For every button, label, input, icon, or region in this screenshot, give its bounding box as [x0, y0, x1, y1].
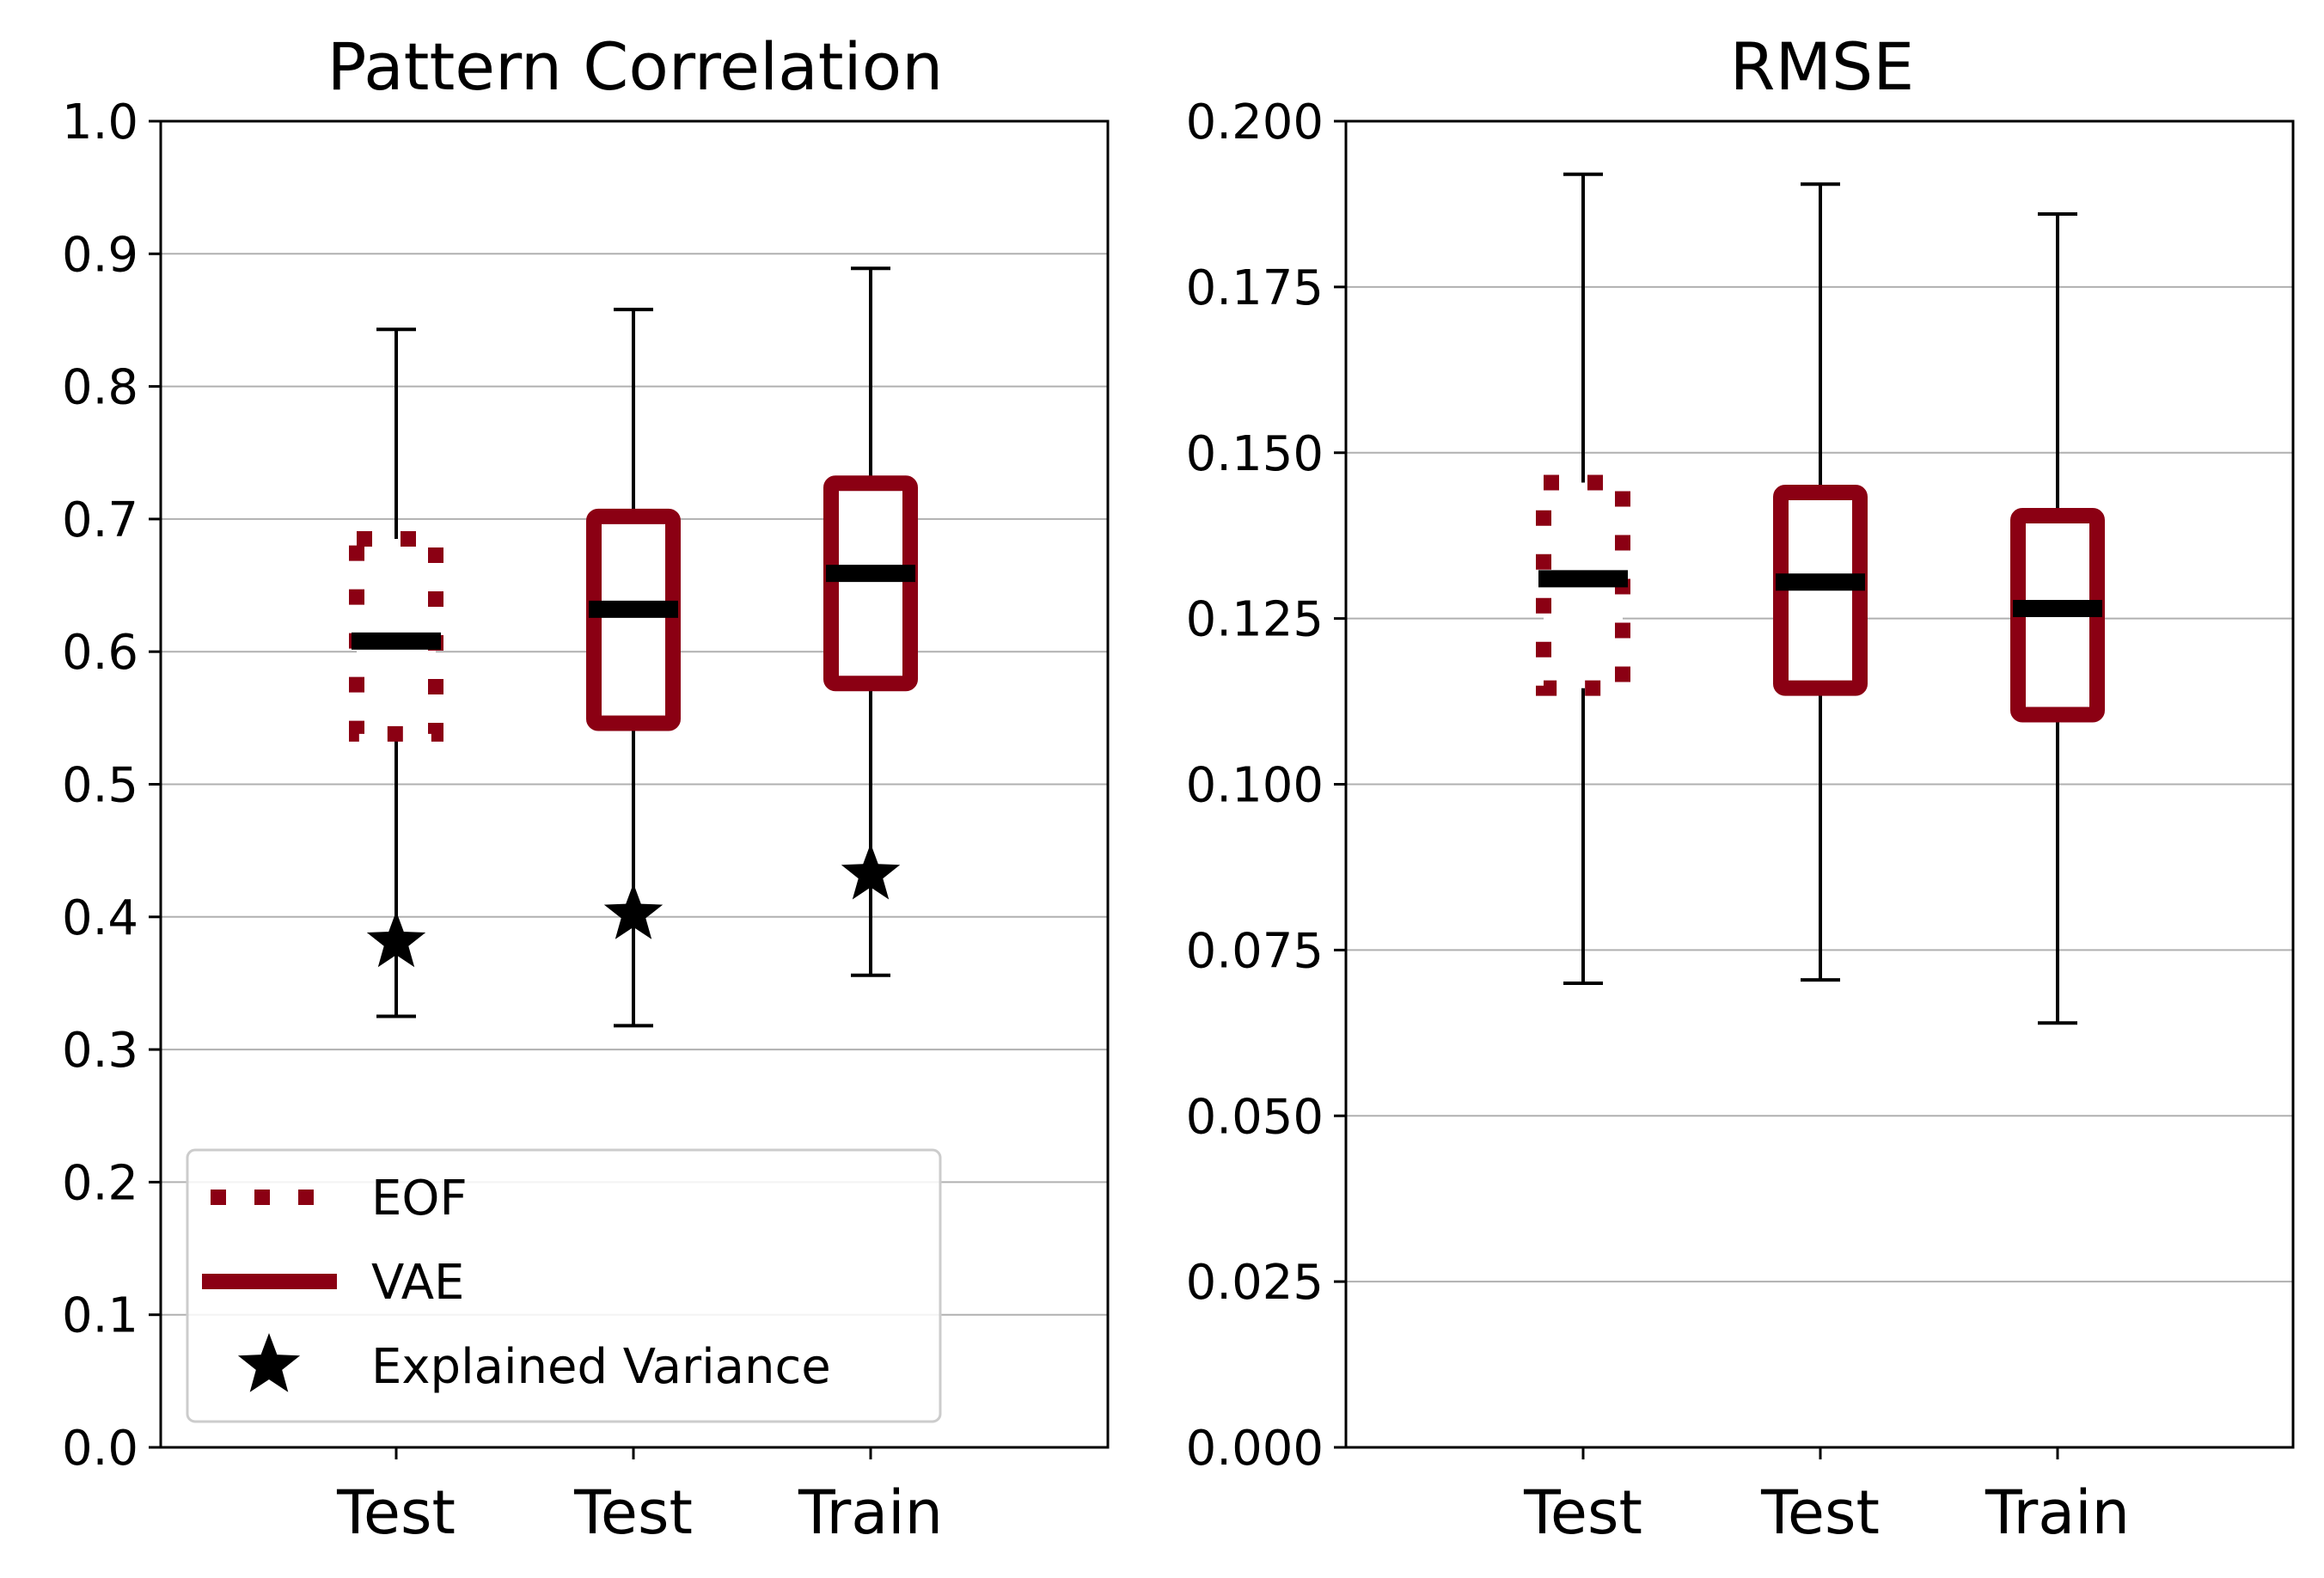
x-tick-label: Train — [798, 1477, 943, 1548]
pattern-correlation-panel: Pattern Correlation 0.00.10.20.30.40.50.… — [62, 28, 1110, 1548]
vae-box — [823, 475, 918, 692]
y-tick-label: 0.025 — [1186, 1255, 1324, 1311]
y-tick-label: 0.150 — [1186, 426, 1324, 482]
y-tick-label: 0.100 — [1186, 758, 1324, 814]
y-tick-label: 0.2 — [62, 1155, 138, 1211]
y-tick-label: 0.075 — [1186, 923, 1324, 979]
y-tick-label: 0.6 — [62, 625, 138, 681]
y-tick-label: 0.4 — [62, 890, 138, 946]
x-tick-label: Test — [1760, 1477, 1880, 1548]
y-tick-label: 0.000 — [1186, 1421, 1324, 1477]
legend-label: Explained Variance — [371, 1339, 831, 1395]
legend-box — [186, 1148, 942, 1423]
legend: EOF VAE Explained Variance — [186, 1148, 942, 1423]
axes: 0.000 0.025 0.050 0.075 0.100 0.125 0.150 0.175… — [1186, 95, 2295, 1548]
y-tick-label: 0.200 — [1186, 95, 1324, 150]
chart-title: RMSE — [1730, 28, 1915, 105]
y-tick-label: 1.0 — [62, 95, 138, 150]
x-tick-label: Test — [573, 1477, 693, 1548]
y-tick-label: 0.050 — [1186, 1089, 1324, 1145]
y-tick-label: 0.1 — [62, 1288, 138, 1344]
x-tick-label: Test — [1523, 1477, 1642, 1548]
explained-variance-star — [366, 911, 426, 968]
y-tick-label: 0.7 — [62, 492, 138, 548]
legend-label: EOF — [371, 1171, 468, 1226]
y-tick-label: 0.5 — [62, 758, 138, 814]
box-plots — [1536, 172, 2105, 1025]
y-tick-label: 0.0 — [62, 1421, 138, 1477]
explained-variance-star — [841, 843, 901, 900]
chart-title: Pattern Correlation — [327, 28, 944, 105]
y-tick-label: 0.3 — [62, 1023, 138, 1079]
explained-variance-star — [603, 883, 664, 939]
legend-label: VAE — [371, 1255, 464, 1311]
vae-box — [586, 508, 681, 731]
y-tick-label: 0.125 — [1186, 592, 1324, 648]
y-tick-label: 0.9 — [62, 227, 138, 283]
x-tick-label: Test — [336, 1477, 456, 1548]
rmse-panel: RMSE 0.000 0.025 0.050 0.075 0.100 0.125 0.150… — [1186, 28, 2295, 1548]
box-plots — [349, 266, 918, 1028]
legend-star-swatch — [237, 1333, 301, 1392]
x-tick-label: Train — [1985, 1477, 2130, 1548]
y-tick-label: 0.175 — [1186, 260, 1324, 316]
y-tick-label: 0.8 — [62, 360, 138, 416]
axes: 0.0 0.1 0.2 0.3 0.4 0.5 0.6 0.7 0.8 0.9 1.0 Test Tes… — [62, 95, 1110, 1548]
